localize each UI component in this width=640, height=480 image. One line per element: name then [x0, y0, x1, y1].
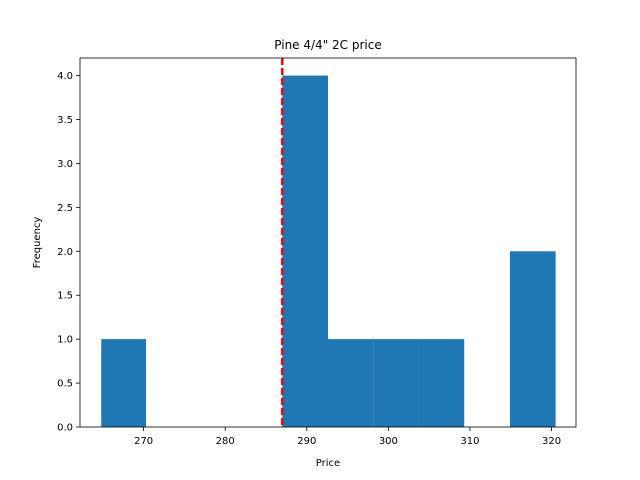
- histogram-bar: [418, 339, 465, 427]
- x-tick-label: 320: [542, 436, 561, 447]
- y-tick-label: 0.5: [57, 379, 73, 390]
- y-tick-label: 0.0: [57, 423, 73, 434]
- histogram-bar: [101, 339, 147, 427]
- x-tick-label: 310: [460, 436, 479, 447]
- chart-title: Pine 4/4" 2C price: [274, 38, 381, 52]
- histogram-bar: [373, 339, 419, 427]
- plot-frame: [79, 57, 577, 428]
- y-tick-label: 1.5: [57, 291, 73, 302]
- y-axis-ticks: 0.0 0.5 1.0 1.5 2.0 2.5 3.0 3.5 4.0: [57, 71, 80, 434]
- x-tick-label: 270: [134, 436, 153, 447]
- y-tick-label: 2.5: [57, 203, 73, 214]
- x-tick-label: 280: [216, 436, 235, 447]
- y-tick-label: 2.0: [57, 247, 73, 258]
- y-tick-label: 3.0: [57, 159, 73, 170]
- y-axis-label: Frequency: [32, 217, 43, 269]
- histogram-bar: [328, 339, 374, 427]
- y-tick-label: 1.0: [57, 335, 73, 346]
- x-tick-label: 290: [297, 436, 316, 447]
- histogram-bar: [282, 75, 328, 428]
- x-axis-ticks: 270 280 290 300 310 320: [134, 427, 561, 447]
- y-tick-label: 4.0: [57, 71, 73, 82]
- bars-group: [101, 75, 556, 428]
- x-axis-label: Price: [316, 458, 340, 469]
- histogram-bar: [509, 251, 556, 427]
- x-tick-label: 300: [379, 436, 398, 447]
- y-tick-label: 3.5: [57, 115, 73, 126]
